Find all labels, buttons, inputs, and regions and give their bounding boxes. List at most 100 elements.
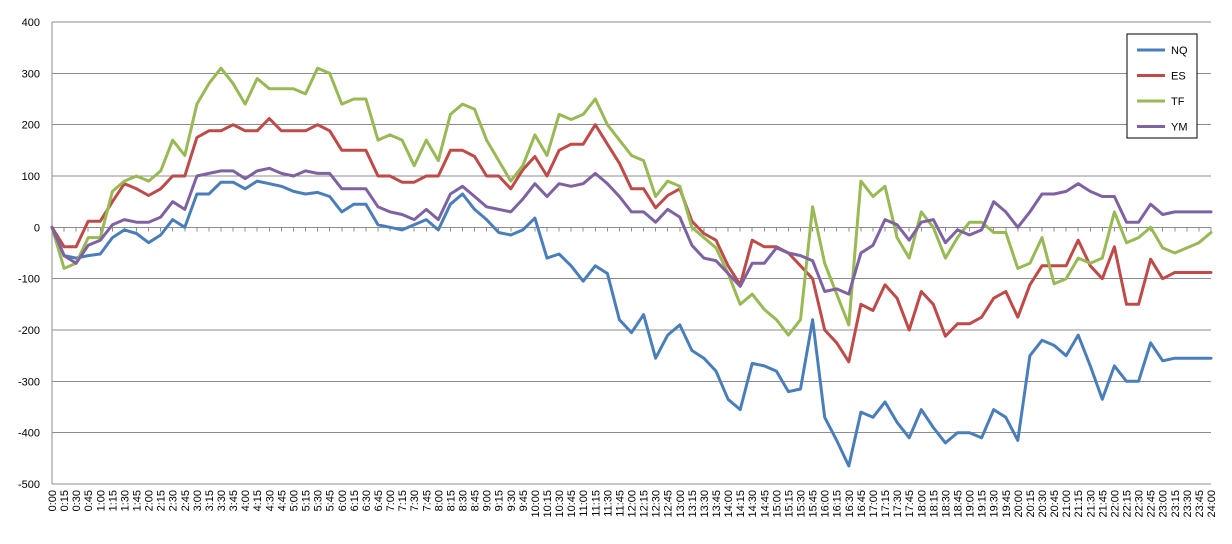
- series-line-es: [50, 117, 1213, 364]
- y-tick-label: -200: [18, 325, 40, 337]
- x-tick-label: 0:45: [83, 490, 95, 511]
- x-tick-label: 22:15: [1121, 490, 1133, 518]
- x-axis: 0:00 0:15 0:30 0:45 1:00 1:15 1:30 1:45 2:00 2:15…: [47, 227, 1218, 518]
- x-tick-label: 2:45: [180, 490, 192, 511]
- x-tick-label: 1:30: [119, 490, 131, 511]
- x-tick-label: 16:00: [820, 490, 832, 518]
- x-tick-label: 11:00: [578, 490, 590, 517]
- x-tick-label: 14:00: [723, 490, 735, 518]
- x-tick-label: 19:00: [965, 490, 977, 518]
- x-tick-label: 16:45: [856, 490, 868, 518]
- x-tick-label: 6:30: [361, 490, 373, 511]
- x-tick-label: 3:15: [204, 490, 216, 511]
- x-tick-label: 13:45: [711, 490, 723, 518]
- x-tick-label: 16:30: [844, 490, 856, 518]
- x-tick-label: 7:45: [421, 490, 433, 511]
- x-tick-label: 0:30: [71, 490, 83, 511]
- x-tick-label: 11:30: [602, 490, 614, 517]
- x-tick-label: 7:15: [397, 490, 409, 511]
- x-tick-label: 20:15: [1025, 490, 1037, 518]
- x-tick-label: 17:15: [880, 490, 892, 518]
- x-tick-label: 0:00: [47, 490, 59, 511]
- y-tick-label: 100: [22, 171, 40, 183]
- x-tick-label: 21:45: [1097, 490, 1109, 518]
- series-line-tf: [50, 66, 1213, 337]
- x-tick-label: 10:00: [530, 490, 542, 518]
- x-tick-label: 12:45: [663, 490, 675, 518]
- x-tick-label: 3:30: [216, 490, 228, 511]
- x-tick-label: 7:00: [385, 490, 397, 511]
- x-tick-label: 13:00: [675, 490, 687, 518]
- x-tick-label: 15:00: [771, 490, 783, 518]
- x-tick-label: 17:30: [892, 490, 904, 518]
- x-tick-label: 14:45: [759, 490, 771, 518]
- x-tick-label: 7:30: [409, 490, 421, 511]
- x-tick-label: 18:30: [940, 490, 952, 518]
- x-tick-label: 20:45: [1049, 490, 1061, 518]
- x-tick-label: 1:45: [132, 490, 144, 511]
- y-tick-label: -100: [18, 274, 40, 286]
- x-tick-label: 4:45: [276, 490, 288, 511]
- x-tick-label: 2:00: [144, 490, 156, 511]
- x-tick-label: 4:15: [252, 490, 264, 511]
- x-tick-label: 4:00: [240, 490, 252, 511]
- legend-label-nq: NQ: [1171, 45, 1188, 57]
- x-tick-label: 19:30: [989, 490, 1001, 518]
- x-tick-label: 11:45: [614, 490, 626, 517]
- x-tick-label: 8:00: [433, 490, 445, 511]
- x-tick-label: 20:00: [1013, 490, 1025, 518]
- x-tick-label: 23:15: [1170, 490, 1182, 518]
- x-tick-label: 13:30: [699, 490, 711, 518]
- gridlines: [52, 21, 1211, 485]
- x-tick-label: 6:15: [349, 490, 361, 511]
- x-tick-label: 4:30: [264, 490, 276, 511]
- series-line-nq: [50, 179, 1213, 468]
- x-tick-label: 18:45: [952, 490, 964, 518]
- x-tick-label: 18:00: [916, 490, 928, 518]
- x-tick-label: 24:00: [1206, 490, 1218, 518]
- x-tick-label: 14:15: [735, 490, 747, 518]
- x-tick-label: 23:45: [1194, 490, 1206, 518]
- x-tick-label: 10:45: [566, 490, 578, 518]
- legend-label-ym: YM: [1171, 122, 1188, 134]
- x-tick-label: 21:15: [1073, 490, 1085, 518]
- x-tick-label: 2:30: [168, 490, 180, 511]
- x-tick-label: 3:45: [228, 490, 240, 511]
- x-tick-label: 22:45: [1146, 490, 1158, 518]
- x-tick-label: 12:30: [651, 490, 663, 518]
- y-tick-label: 300: [22, 68, 40, 80]
- x-tick-label: 22:00: [1109, 490, 1121, 518]
- legend-label-es: ES: [1171, 71, 1186, 83]
- x-tick-label: 5:15: [301, 490, 313, 511]
- x-tick-label: 2:15: [156, 490, 168, 511]
- y-tick-label: 400: [22, 17, 40, 29]
- x-tick-label: 22:30: [1134, 490, 1146, 518]
- x-tick-label: 9:30: [506, 490, 518, 511]
- x-tick-label: 12:00: [627, 490, 639, 518]
- x-tick-label: 23:00: [1158, 490, 1170, 518]
- x-tick-label: 20:30: [1037, 490, 1049, 518]
- y-axis: 400 300 200 100 0 -100 -200 -300 -400 -500: [18, 17, 53, 491]
- x-tick-label: 19:15: [977, 490, 989, 518]
- y-tick-label: -300: [18, 376, 40, 388]
- x-tick-label: 17:45: [904, 490, 916, 518]
- x-tick-label: 1:00: [95, 490, 107, 511]
- x-tick-label: 8:30: [457, 490, 469, 511]
- x-tick-label: 15:15: [783, 490, 795, 518]
- x-tick-label: 1:15: [107, 490, 119, 511]
- x-tick-label: 13:15: [687, 490, 699, 518]
- x-tick-label: 5:30: [313, 490, 325, 511]
- y-tick-label: -500: [18, 479, 40, 491]
- x-tick-label: 8:45: [470, 490, 482, 511]
- y-tick-label: 200: [22, 120, 40, 132]
- x-tick-label: 10:30: [554, 490, 566, 518]
- series-lines: [50, 66, 1213, 468]
- x-tick-label: 8:15: [445, 490, 457, 511]
- x-tick-label: 19:45: [1001, 490, 1013, 518]
- x-tick-label: 23:30: [1182, 490, 1194, 518]
- x-tick-label: 21:00: [1061, 490, 1073, 518]
- x-tick-label: 9:45: [518, 490, 530, 511]
- x-tick-label: 5:00: [288, 490, 300, 511]
- x-tick-label: 16:15: [832, 490, 844, 518]
